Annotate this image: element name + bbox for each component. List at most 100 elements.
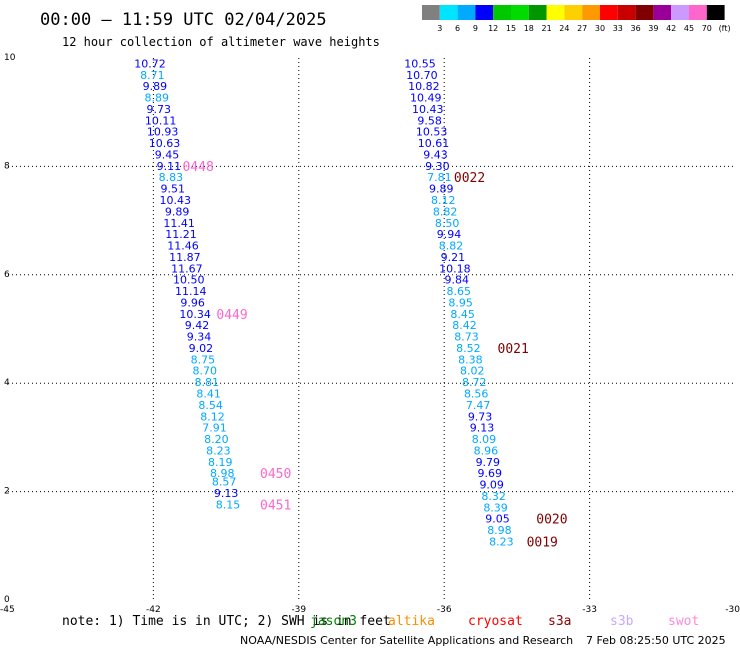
wave-height-label: 8.20 (204, 433, 229, 446)
wave-height-label: 9.89 (143, 80, 168, 93)
y-tick-label: 10 (4, 53, 16, 63)
wave-height-label: 10.63 (149, 137, 181, 150)
scale-swatch (689, 5, 707, 20)
wave-height-label: 8.98 (487, 524, 512, 537)
pass-number-label: 0451 (260, 499, 291, 514)
wave-height-label: 10.70 (406, 69, 438, 82)
wave-height-label: 8.52 (456, 342, 481, 355)
timestamp-text: 7 Feb 08:25:50 UTC 2025 (586, 634, 726, 647)
wave-height-label: 8.54 (198, 399, 223, 412)
wave-height-label: 11.67 (171, 262, 203, 275)
wave-height-label: 9.94 (437, 228, 462, 241)
wave-height-label: 10.50 (173, 274, 205, 287)
wave-height-label: 9.05 (485, 513, 510, 526)
wave-height-label: 7.47 (466, 399, 491, 412)
color-scale-legend: 3 6 9 12 15 18 21 24 27 30 33 36 39 42 45 70 (ft) (422, 5, 731, 33)
scale-label: (ft) (719, 24, 731, 33)
wave-height-label: 10.93 (147, 126, 179, 139)
pass-number-label: 0448 (182, 160, 213, 175)
wave-height-label: 9.11 (157, 160, 182, 173)
pass-labels: 0448 0449 0450 0451 0022 0021 0020 0019 (182, 160, 567, 551)
wave-height-values: 10.728.719.898.899.7310.1110.9310.639.45… (134, 57, 513, 548)
wave-height-label: 9.21 (441, 251, 466, 264)
wave-height-label: 8.12 (200, 410, 225, 423)
scale-label: 12 (488, 24, 498, 33)
pass-number-label: 0449 (216, 308, 247, 323)
wave-height-label: 8.75 (191, 353, 216, 366)
wave-height-label: 9.30 (425, 160, 450, 173)
wave-height-label: 8.89 (145, 92, 170, 105)
satellite-name-s3a: s3a (548, 614, 571, 629)
wave-height-label: 8.23 (489, 535, 514, 548)
scale-swatch (493, 5, 511, 20)
wave-height-label: 10.53 (416, 126, 448, 139)
scale-label: 30 (595, 24, 605, 33)
scale-swatch (617, 5, 636, 20)
wave-height-label: 9.84 (445, 274, 470, 287)
scale-label: 27 (577, 24, 587, 33)
wave-height-label: 7.81 (427, 171, 452, 184)
wave-height-label: 11.41 (163, 217, 195, 230)
satellite-name-altika: altika (388, 614, 435, 629)
scale-label: 33 (613, 24, 623, 33)
wave-height-label: 8.50 (435, 217, 460, 230)
wave-height-label: 9.89 (429, 183, 454, 196)
scale-swatch (582, 5, 600, 20)
scale-label: 36 (631, 24, 641, 33)
wave-height-label: 8.09 (472, 433, 497, 446)
wave-height-label: 9.42 (185, 319, 210, 332)
wave-height-label: 8.73 (454, 331, 479, 344)
pass-number-label: 0020 (536, 513, 567, 528)
wave-height-label: 10.82 (408, 80, 440, 93)
wave-height-label: 8.41 (196, 387, 221, 400)
wave-height-label: 8.72 (462, 376, 487, 389)
credit-text: NOAA/NESDIS Center for Satellite Applica… (240, 634, 573, 647)
scale-label: 42 (666, 24, 676, 33)
wave-height-label: 10.61 (418, 137, 450, 150)
wave-height-label: 8.96 (474, 444, 499, 457)
wave-height-label: 9.73 (468, 410, 493, 423)
wave-height-label: 10.49 (410, 92, 442, 105)
y-tick-label: 6 (4, 270, 10, 280)
y-tick-label: 2 (4, 487, 10, 497)
wave-height-label: 9.96 (180, 296, 205, 309)
x-tick-label: -30 (725, 605, 740, 615)
scale-swatch (635, 5, 654, 20)
y-tick-label: 4 (4, 378, 10, 388)
wave-height-label: 10.43 (412, 103, 444, 116)
scale-label: 9 (473, 24, 478, 33)
wave-height-label: 8.12 (431, 194, 456, 207)
satellite-name-cryosat: cryosat (468, 614, 523, 629)
pass-number-label: 0019 (527, 535, 558, 550)
wave-height-label: 9.73 (146, 103, 171, 116)
x-tick-label: -36 (437, 605, 452, 615)
wave-height-label: 9.51 (161, 183, 186, 196)
wave-height-label: 9.45 (155, 148, 180, 161)
wave-height-label: 8.23 (206, 444, 231, 457)
wave-height-label: 11.21 (165, 228, 197, 241)
scale-label: 39 (648, 24, 658, 33)
plot-grid (8, 58, 735, 600)
y-tick-label: 8 (4, 161, 10, 171)
wave-height-label: 10.43 (159, 194, 191, 207)
wave-height-label: 11.14 (175, 285, 207, 298)
scale-label: 6 (455, 24, 460, 33)
wave-height-label: 9.09 (479, 479, 504, 492)
wave-height-label: 9.58 (417, 114, 442, 127)
scale-swatch (671, 5, 689, 20)
chart-title: 00:00 – 11:59 UTC 02/04/2025 (40, 10, 327, 30)
wave-height-label: 8.42 (452, 319, 477, 332)
scale-swatch (653, 5, 672, 20)
wave-height-label: 8.32 (481, 490, 506, 503)
x-tick-label: -42 (146, 605, 161, 615)
wave-height-label: 7.91 (202, 422, 227, 435)
wave-height-label: 8.70 (193, 365, 218, 378)
x-tick-label: -33 (582, 605, 597, 615)
wave-height-label: 10.55 (404, 57, 436, 70)
scale-label: 21 (542, 24, 552, 33)
wave-height-label: 11.46 (167, 240, 199, 253)
pass-number-label: 0450 (260, 467, 291, 482)
wave-height-label: 8.02 (460, 365, 485, 378)
wave-height-label: 9.34 (187, 331, 212, 344)
